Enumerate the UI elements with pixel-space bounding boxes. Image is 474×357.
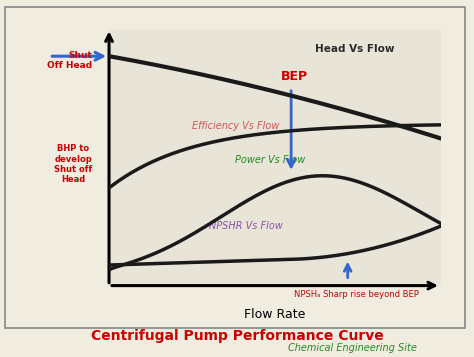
Text: Power Vs Flow: Power Vs Flow bbox=[235, 155, 305, 165]
Text: BHP to
develop
Shut off
Head: BHP to develop Shut off Head bbox=[55, 144, 92, 184]
Text: Flow Rate: Flow Rate bbox=[244, 308, 306, 321]
Text: Chemical Engineering Site: Chemical Engineering Site bbox=[288, 343, 417, 353]
Text: Shut
Off Head: Shut Off Head bbox=[47, 51, 92, 70]
Text: NPSHₐ Sharp rise beyond BEP: NPSHₐ Sharp rise beyond BEP bbox=[294, 290, 419, 299]
Text: Head Vs Flow: Head Vs Flow bbox=[315, 44, 394, 54]
Text: Centrifugal Pump Performance Curve: Centrifugal Pump Performance Curve bbox=[91, 328, 383, 343]
Text: BEP: BEP bbox=[281, 70, 308, 83]
Text: NPSHR Vs Flow: NPSHR Vs Flow bbox=[209, 221, 283, 231]
Text: Efficiency Vs Flow: Efficiency Vs Flow bbox=[192, 121, 279, 131]
